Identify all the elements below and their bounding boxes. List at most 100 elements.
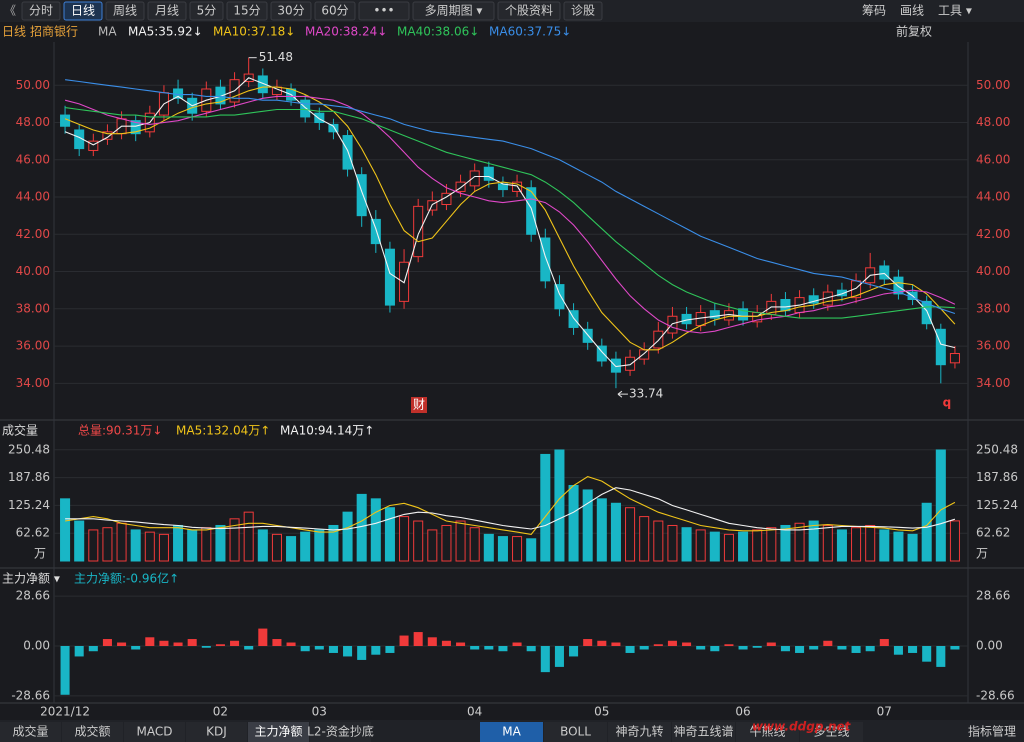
volume-bar — [173, 524, 184, 562]
low-annotation: 33.74 — [629, 387, 663, 401]
tab-label[interactable]: 多空线 — [813, 725, 849, 739]
tab[interactable] — [62, 722, 123, 742]
volume-bar — [497, 536, 508, 562]
flow-bar — [343, 646, 353, 657]
x-tick-label: 07 — [877, 705, 892, 719]
tab[interactable] — [544, 722, 607, 742]
indicator-manage[interactable]: 指标管理 — [968, 724, 1016, 739]
flow-bar — [865, 646, 875, 652]
tab[interactable] — [124, 722, 185, 742]
flow-bar — [230, 640, 240, 646]
flow-bar — [300, 646, 310, 652]
toolbar-button[interactable] — [105, 1, 145, 21]
volume-bar — [893, 531, 904, 562]
toolbar-button-label[interactable]: 多周期图 ▾ — [425, 4, 483, 18]
period-label: 日线 — [2, 25, 26, 39]
volume-bar — [512, 536, 523, 562]
toolbar-button[interactable] — [189, 1, 224, 21]
toolbar-button-label[interactable]: 个股资料 — [505, 4, 553, 18]
flow-bar — [456, 642, 466, 646]
volume-bar — [144, 531, 155, 562]
toolbar-button[interactable] — [270, 1, 312, 21]
tab-label[interactable]: 成交量 — [12, 724, 48, 739]
pane-title[interactable]: 主力净额 ▾ — [2, 572, 60, 586]
toolbar-button-label[interactable]: 分时 — [29, 4, 53, 18]
tab[interactable] — [186, 722, 247, 742]
annotation-arrow — [617, 390, 628, 398]
toolbar-button-label[interactable]: 30分 — [277, 4, 304, 18]
volume-bar — [300, 531, 311, 562]
volume-bar — [102, 527, 113, 562]
toolbar-button[interactable] — [563, 1, 603, 21]
tab[interactable] — [800, 722, 863, 742]
toolbar-right[interactable]: 工具 ▾ — [938, 4, 972, 18]
volume-bar — [384, 507, 395, 562]
volume-bar — [526, 538, 537, 562]
toolbar-button-label[interactable]: 诊股 — [571, 4, 595, 18]
event-marker[interactable]: 财 — [413, 398, 425, 412]
legend-item: MA20:38.24↓ — [305, 25, 387, 39]
toolbar-right[interactable]: 画线 — [900, 4, 924, 18]
flow-bar — [823, 640, 833, 646]
tab-label[interactable]: 牛熊线 — [749, 724, 785, 739]
event-marker[interactable]: q — [943, 396, 952, 410]
toolbar-button-label[interactable]: 60分 — [321, 4, 348, 18]
toolbar-button[interactable] — [226, 1, 268, 21]
toolbar-button[interactable] — [497, 1, 561, 21]
tab[interactable] — [0, 722, 61, 742]
candle-body — [455, 181, 466, 192]
tab[interactable] — [248, 722, 309, 742]
tab-label[interactable]: 主力净额 — [254, 725, 302, 739]
volume-bar — [356, 493, 367, 562]
toolbar-button-label[interactable]: 5分 — [197, 4, 217, 18]
volume-bar — [865, 524, 876, 562]
volume-bar — [625, 507, 636, 562]
tab[interactable] — [480, 722, 543, 742]
tab-label[interactable]: MACD — [137, 725, 173, 739]
legend-item: MA60:37.75↓ — [489, 25, 571, 39]
volume-bar — [851, 527, 862, 562]
toolbar-button-label[interactable]: 日线 — [71, 4, 95, 18]
flow-bar — [60, 646, 70, 695]
toolbar-button[interactable] — [63, 1, 103, 21]
tab-label[interactable]: MA — [502, 725, 521, 739]
back-button[interactable]: 《 — [4, 4, 16, 18]
tab[interactable] — [672, 722, 735, 742]
toolbar-button[interactable] — [412, 1, 495, 21]
flow-bar — [696, 646, 706, 650]
toolbar-right[interactable]: 筹码 — [862, 4, 886, 18]
high-annotation: 51.48 — [259, 50, 293, 64]
toolbar-button-label[interactable]: 周线 — [113, 4, 137, 18]
tab-label[interactable]: 神奇九转 — [615, 724, 663, 739]
toolbar-button-label[interactable]: 15分 — [233, 4, 260, 18]
y-tick-label: 50.00 — [16, 78, 50, 92]
stock-name: 招商银行 — [30, 24, 78, 39]
toolbar-button[interactable] — [147, 1, 187, 21]
tab[interactable] — [608, 722, 671, 742]
volume-bar — [158, 533, 169, 562]
tab[interactable] — [736, 722, 799, 742]
toolbar-button[interactable] — [21, 1, 61, 21]
volume-bar — [935, 449, 946, 562]
toolbar-button-label[interactable]: ••• — [373, 4, 394, 18]
tab-label[interactable]: L2-资金抄底 — [307, 724, 374, 739]
candle-body — [596, 345, 607, 362]
tab-label[interactable]: BOLL — [560, 725, 591, 739]
tab-label[interactable]: 神奇五线谱 — [673, 725, 733, 739]
y-tick-label: 36.00 — [16, 339, 50, 353]
flow-bar — [724, 644, 734, 646]
flow-bar — [738, 646, 748, 650]
tab-label[interactable]: KDJ — [206, 725, 227, 739]
toolbar-button[interactable] — [314, 1, 356, 21]
candle-body — [935, 328, 946, 366]
candle-body — [738, 308, 749, 321]
candle-body — [540, 237, 551, 282]
toolbar-button[interactable] — [358, 1, 410, 21]
flow-bar — [569, 646, 579, 657]
tab[interactable] — [310, 722, 371, 742]
adjust-mode[interactable]: 前复权 — [896, 24, 932, 39]
candle-body — [356, 174, 367, 217]
tab-label[interactable]: 成交额 — [74, 724, 110, 739]
toolbar-button-label[interactable]: 月线 — [155, 4, 179, 18]
x-tick-label: 05 — [594, 705, 609, 719]
